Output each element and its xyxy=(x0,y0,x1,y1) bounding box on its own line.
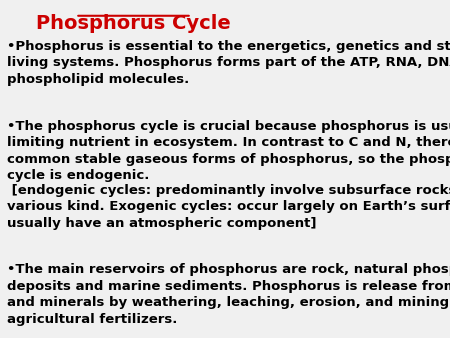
Text: •The phosphorus cycle is crucial because phosphorus is usually the
limiting nutr: •The phosphorus cycle is crucial because… xyxy=(7,120,450,182)
Text: Phosphorus Cycle: Phosphorus Cycle xyxy=(36,14,231,33)
Text: •The main reservoirs of phosphorus are rock, natural phosphate
deposits and mari: •The main reservoirs of phosphorus are r… xyxy=(7,263,450,326)
Text: [endogenic cycles: predominantly involve subsurface rocks of
various kind. Exoge: [endogenic cycles: predominantly involve… xyxy=(7,184,450,230)
Text: •Phosphorus is essential to the energetics, genetics and structure of
living sys: •Phosphorus is essential to the energeti… xyxy=(7,40,450,86)
